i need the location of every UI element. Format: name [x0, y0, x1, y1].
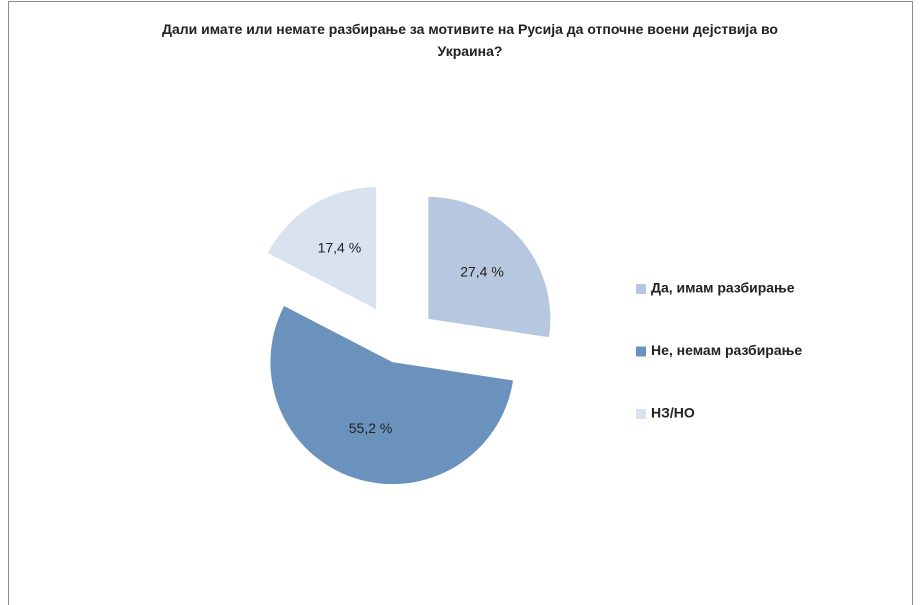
chart-frame — [8, 1, 913, 605]
data-label: 17,4 % — [318, 239, 362, 255]
chart-title: Дали имате или немате разбирање за мотив… — [162, 21, 778, 59]
pie-slice — [267, 187, 377, 310]
legend-label: Не, немам разбирање — [651, 342, 802, 358]
data-label: 55,2 % — [349, 420, 393, 436]
legend-swatch — [636, 346, 646, 357]
pie-slice — [428, 196, 551, 338]
legend-label: НЗ/НО — [651, 405, 695, 421]
pie-slice — [270, 306, 514, 485]
legend-swatch — [636, 409, 646, 419]
data-label: 27,4 % — [460, 264, 504, 280]
legend-label: Да, имам разбирање — [651, 280, 795, 296]
legend-swatch — [636, 284, 646, 294]
